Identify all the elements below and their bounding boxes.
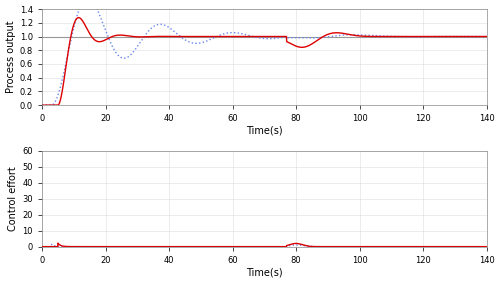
X-axis label: Time(s): Time(s) — [246, 267, 282, 277]
Y-axis label: Control effort: Control effort — [8, 166, 18, 231]
Y-axis label: Process output: Process output — [6, 21, 16, 93]
X-axis label: Time(s): Time(s) — [246, 126, 282, 136]
